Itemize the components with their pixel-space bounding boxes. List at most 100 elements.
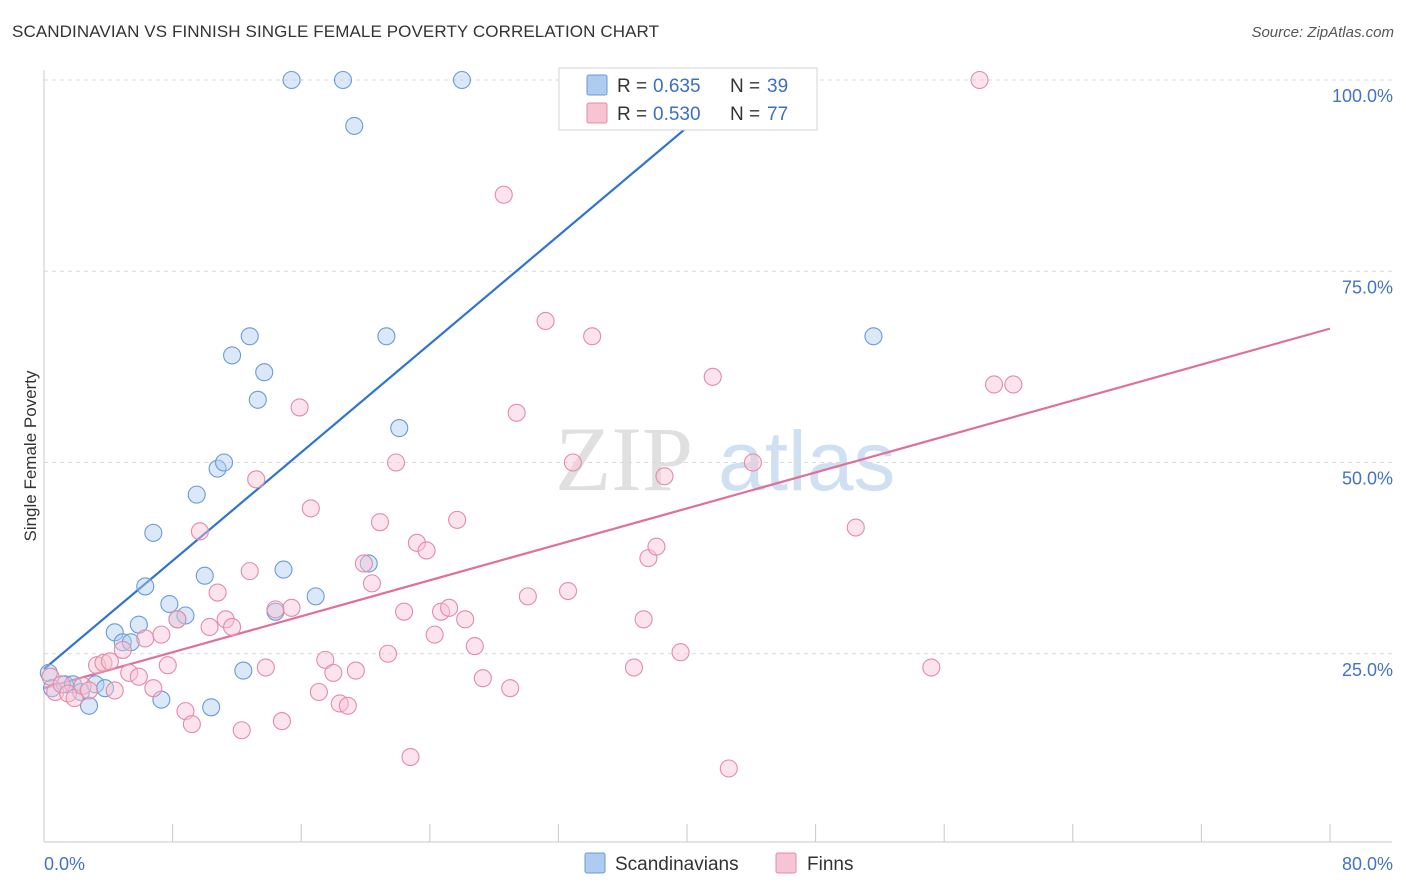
point-finns: [984, 375, 1004, 394]
point-finns: [105, 681, 124, 700]
point-finns: [309, 682, 328, 702]
bottom-legend-swatch-scandinavians: [584, 852, 606, 874]
point-scandinavians: [136, 577, 155, 596]
trend-line-finns: [43, 327, 1331, 690]
legend-r-value-1: 0.635: [653, 76, 701, 97]
bottom-legend-label-finns: Finns: [807, 854, 853, 875]
point-finns: [970, 70, 989, 90]
point-scandinavians: [255, 363, 274, 382]
point-finns: [583, 327, 602, 346]
legend-swatch-scandinavians: [586, 74, 608, 96]
legend-r-label-2: R =: [617, 104, 647, 125]
point-scandinavians: [306, 587, 325, 606]
legend-r-label-1: R =: [617, 76, 647, 97]
y-axis-label: Single Female Poverty: [21, 370, 40, 542]
point-scandinavians: [195, 566, 214, 585]
point-finns: [247, 470, 266, 489]
point-scandinavians: [187, 485, 206, 504]
x-tick-label: 0.0%: [44, 854, 85, 874]
point-scandinavians: [248, 390, 267, 409]
point-finns: [223, 617, 242, 637]
legend-n-value-2: 77: [767, 104, 788, 125]
point-finns: [846, 518, 865, 537]
point-finns: [448, 510, 467, 529]
point-finns: [324, 663, 343, 682]
y-tick-label: 75.0%: [1342, 277, 1393, 297]
point-finns: [144, 679, 163, 698]
point-finns: [456, 610, 475, 629]
series-legend: Scandinavians Finns: [584, 852, 853, 875]
point-scandinavians: [274, 560, 293, 579]
point-finns: [655, 467, 674, 486]
point-scandinavians: [202, 698, 221, 717]
legend-n-label-1: N =: [730, 76, 760, 97]
stats-legend: R = 0.635 N = 39 R = 0.530 N = 77: [558, 67, 818, 131]
point-scandinavians: [390, 419, 409, 438]
point-finns: [1004, 375, 1023, 394]
point-finns: [507, 403, 526, 422]
point-scandinavians: [359, 554, 378, 573]
point-finns: [129, 667, 148, 686]
bottom-legend-swatch-finns: [775, 852, 797, 874]
point-finns: [120, 663, 139, 682]
point-finns: [370, 513, 390, 532]
point-finns: [152, 625, 171, 644]
point-finns: [73, 676, 92, 695]
point-finns: [378, 644, 398, 663]
point-finns: [563, 453, 582, 472]
point-finns: [401, 747, 420, 767]
y-tick-labels: 25.0% 50.0% 75.0% 100.0%: [1332, 86, 1393, 680]
point-finns: [59, 684, 78, 703]
point-finns: [743, 453, 762, 472]
point-finns: [362, 574, 381, 593]
trend-line-scandinavians: [43, 79, 744, 670]
point-scandinavians: [240, 327, 259, 346]
watermark: ZIP atlas: [555, 408, 895, 510]
point-finns: [266, 600, 285, 619]
watermark-zip: ZIP: [555, 408, 693, 510]
point-scandinavians: [160, 594, 179, 614]
point-finns: [113, 640, 132, 659]
point-finns: [158, 656, 177, 675]
point-finns: [634, 610, 653, 629]
y-tick-label: 100.0%: [1332, 86, 1393, 106]
y-tick-label: 50.0%: [1342, 469, 1393, 489]
point-scandinavians: [864, 327, 883, 346]
point-scandinavians: [144, 523, 163, 542]
legend-swatch-finns: [586, 102, 608, 124]
point-finns: [136, 629, 155, 648]
point-finns: [425, 625, 444, 644]
point-finns: [282, 598, 301, 617]
point-finns: [240, 562, 259, 581]
point-finns: [395, 602, 414, 621]
point-finns: [473, 669, 492, 688]
bottom-legend-label-scandinavians: Scandinavians: [615, 854, 739, 875]
point-finns: [208, 583, 227, 602]
legend-n-label-2: N =: [730, 104, 760, 125]
point-scandinavians: [234, 661, 253, 680]
point-finns: [671, 643, 690, 662]
point-finns: [440, 598, 459, 617]
point-finns: [501, 679, 520, 698]
point-scandinavians: [79, 696, 99, 715]
point-finns: [536, 311, 555, 331]
point-finns: [494, 185, 513, 204]
point-finns: [346, 661, 365, 680]
point-scandinavians: [214, 453, 234, 472]
point-finns: [94, 653, 113, 672]
axes: [43, 70, 1392, 843]
point-finns: [182, 715, 201, 734]
point-finns: [290, 398, 309, 417]
point-finns: [647, 537, 666, 556]
point-finns: [272, 712, 291, 731]
chart-title: SCANDINAVIAN VS FINNISH SINGLE FEMALE PO…: [12, 22, 660, 41]
point-finns: [301, 499, 320, 518]
point-finns: [518, 587, 537, 606]
y-tick-label: 25.0%: [1342, 660, 1393, 680]
point-finns: [200, 617, 219, 637]
point-finns: [216, 610, 235, 629]
point-scandinavians: [377, 327, 396, 346]
point-finns: [190, 522, 209, 541]
point-finns: [168, 610, 187, 629]
